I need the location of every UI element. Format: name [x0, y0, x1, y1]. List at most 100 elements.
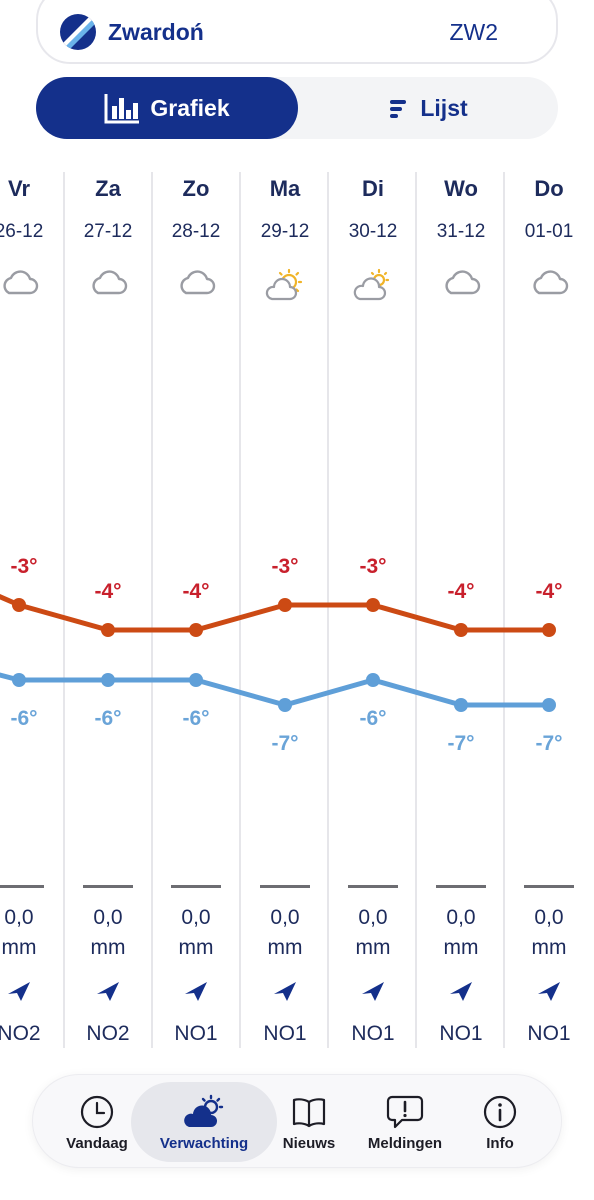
graph-view-label: Grafiek: [150, 94, 230, 121]
min-temp-label: -7°: [271, 732, 299, 755]
day-date: 28-12: [171, 221, 221, 242]
bar-chart-icon: [104, 92, 140, 124]
max-temp-label: -4°: [182, 580, 210, 603]
precip-bar: [436, 885, 486, 888]
list-view-label: Lijst: [420, 94, 468, 121]
precip-unit: mm: [443, 936, 479, 959]
day-date: 31-12: [436, 221, 486, 242]
nav-news-label: Nieuws: [282, 1134, 336, 1152]
nav-news[interactable]: Nieuws: [269, 1075, 349, 1169]
precip-bar: [171, 885, 221, 888]
nav-info[interactable]: Info: [463, 1075, 537, 1169]
max-temp-point: [101, 623, 115, 637]
cloud-icon: [505, 268, 593, 308]
precip-value: 0,0: [358, 906, 388, 929]
nav-alerts-label: Meldingen: [367, 1134, 443, 1152]
min-temp-point: [12, 673, 26, 687]
min-temp-label: -6°: [182, 707, 210, 730]
wind-arrow-icon: [0, 978, 63, 1006]
weather-icon: [181, 1093, 227, 1131]
partly-sunny-icon: [241, 268, 329, 308]
min-temp-point: [454, 698, 468, 712]
partly-sunny-icon: [329, 268, 417, 308]
wind-direction: NO1: [439, 1022, 483, 1045]
max-temp-point: [12, 598, 26, 612]
max-temp-label: -3°: [271, 555, 299, 578]
cloud-icon: [152, 268, 240, 308]
precip-unit: mm: [178, 936, 214, 959]
wind-arrow-icon: [241, 978, 329, 1006]
location-bar[interactable]: Zwardoń ZW2: [36, 0, 558, 64]
location-code: ZW2: [449, 18, 498, 45]
list-icon: [388, 97, 410, 119]
precip-value: 0,0: [446, 906, 476, 929]
precip-value: 0,0: [4, 906, 34, 929]
precip-bar: [0, 885, 44, 888]
max-temp-label: -4°: [447, 580, 475, 603]
alert-bubble-icon: [386, 1093, 424, 1131]
min-temp-point: [366, 673, 380, 687]
nav-alerts[interactable]: Meldingen: [353, 1075, 457, 1169]
min-temp-label: -7°: [535, 732, 563, 755]
day-name: Vr: [7, 176, 31, 201]
nav-info-label: Info: [486, 1134, 514, 1152]
day-date: 27-12: [83, 221, 133, 242]
day-name: Za: [95, 176, 121, 201]
max-temp-point: [189, 623, 203, 637]
app-logo-icon: [60, 14, 96, 50]
precip-unit: mm: [90, 936, 126, 959]
day-date: 26-12: [0, 221, 44, 242]
max-temp-label: -4°: [535, 580, 563, 603]
min-temp-label: -6°: [359, 707, 387, 730]
wind-direction: NO1: [351, 1022, 395, 1045]
wind-arrow-icon: [417, 978, 505, 1006]
day-name: Di: [362, 176, 384, 201]
wind-arrow-icon: [152, 978, 240, 1006]
wind-direction: NO2: [0, 1022, 41, 1045]
precip-unit: mm: [1, 936, 37, 959]
precip-value: 0,0: [534, 906, 564, 929]
max-temp-label: -3°: [359, 555, 387, 578]
day-name: Do: [534, 176, 564, 201]
nav-forecast-label: Verwachting: [159, 1134, 249, 1152]
info-icon: [482, 1093, 518, 1131]
location-name: Zwardoń: [108, 18, 204, 45]
day-date: 30-12: [348, 221, 398, 242]
max-temp-point: [454, 623, 468, 637]
day-name: Wo: [444, 176, 478, 201]
day-name: Ma: [269, 176, 301, 201]
max-temp-label: -4°: [94, 580, 122, 603]
day-date: 01-01: [524, 221, 574, 242]
graph-view-button[interactable]: Grafiek: [36, 77, 298, 139]
nav-forecast[interactable]: Verwachting: [131, 1082, 277, 1162]
view-toggle: Grafiek Lijst: [36, 77, 558, 139]
precip-unit: mm: [531, 936, 567, 959]
precip-bar: [260, 885, 310, 888]
wind-arrow-icon: [329, 978, 417, 1006]
min-temp-point: [101, 673, 115, 687]
max-temp-point: [366, 598, 380, 612]
max-temp-point: [278, 598, 292, 612]
list-view-button[interactable]: Lijst: [298, 77, 558, 139]
precip-bar: [348, 885, 398, 888]
max-temp-label: -3°: [10, 555, 38, 578]
day-name: Zo: [182, 176, 210, 201]
bottom-navigation: Vandaag Verwachting Nieuws Meldingen: [32, 1074, 562, 1168]
min-temp-label: -6°: [94, 707, 122, 730]
book-icon: [291, 1093, 327, 1131]
min-temp-point: [278, 698, 292, 712]
wind-direction: NO1: [174, 1022, 218, 1045]
wind-arrow-icon: [505, 978, 593, 1006]
cloud-icon: [417, 268, 505, 308]
wind-direction: NO1: [527, 1022, 571, 1045]
min-temp-line: [0, 672, 549, 708]
precip-value: 0,0: [181, 906, 211, 929]
precip-value: 0,0: [93, 906, 123, 929]
nav-today-label: Vandaag: [66, 1134, 128, 1152]
cloud-icon: [0, 268, 63, 308]
precip-bar: [524, 885, 574, 888]
min-temp-point: [542, 698, 556, 712]
min-temp-label: -7°: [447, 732, 475, 755]
max-temp-point: [542, 623, 556, 637]
nav-today[interactable]: Vandaag: [53, 1075, 141, 1169]
